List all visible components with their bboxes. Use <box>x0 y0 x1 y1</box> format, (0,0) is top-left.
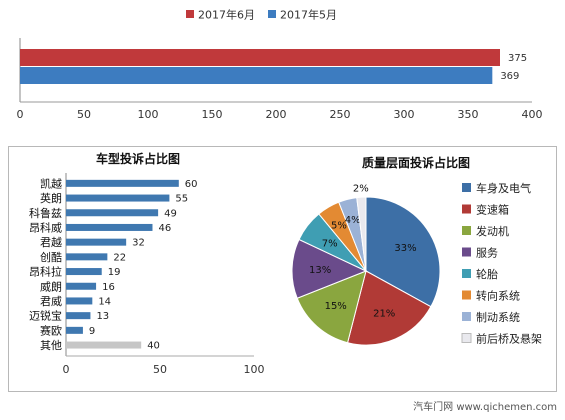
pie-slice-0 <box>365 196 441 308</box>
legend-label-1: 2017年5月 <box>280 8 337 22</box>
model-bar-6 <box>66 268 102 276</box>
model-label-3: 昂科威 <box>29 220 62 234</box>
model-chart-title: 车型投诉占比图 <box>96 151 180 166</box>
top-tick-7: 350 <box>458 108 479 121</box>
top-bar-value-1: 369 <box>500 71 519 82</box>
model-tick-2: 100 <box>244 363 265 376</box>
pie-legend-swatch-6 <box>462 312 471 321</box>
model-bar-4 <box>66 238 127 246</box>
top-tick-5: 250 <box>330 108 351 121</box>
model-value-11: 40 <box>147 341 160 352</box>
top-tick-2: 100 <box>138 108 159 121</box>
model-bar-9 <box>66 312 91 320</box>
legend-label-0: 2017年6月 <box>198 8 255 22</box>
pie-legend-swatch-1 <box>462 204 471 214</box>
top-tick-0: 0 <box>17 108 24 121</box>
pie-slice-2 <box>296 270 367 344</box>
pie-label-4: 7% <box>322 238 338 249</box>
model-tick-1: 50 <box>153 363 167 376</box>
model-value-1: 55 <box>175 194 188 205</box>
pie-legend-label-1: 变速箱 <box>476 203 509 217</box>
top-tick-6: 300 <box>394 108 415 121</box>
model-tick-0: 0 <box>63 363 70 376</box>
top-tick-1: 50 <box>77 108 91 121</box>
model-label-5: 创酷 <box>40 251 62 264</box>
pie-slice-7 <box>356 196 367 272</box>
pie-legend-swatch-2 <box>462 226 471 235</box>
model-label-7: 威朗 <box>40 280 62 293</box>
legend-swatch-0 <box>186 10 194 18</box>
pie-legend-label-4: 轮胎 <box>476 267 498 281</box>
top-bar-0 <box>20 49 500 66</box>
pie-label-1: 21% <box>373 309 395 320</box>
pie-slice-1 <box>346 270 432 346</box>
model-bar-7 <box>66 282 97 290</box>
model-label-4: 君越 <box>40 235 62 249</box>
pie-label-2: 15% <box>325 301 347 312</box>
pie-slice-3 <box>291 238 368 299</box>
pie-legend-swatch-4 <box>462 269 471 278</box>
pie-label-7: 2% <box>353 184 369 195</box>
pie-label-0: 33% <box>394 243 416 254</box>
model-label-11: 其他 <box>40 339 62 352</box>
pie-legend-swatch-3 <box>462 247 471 257</box>
model-label-8: 君威 <box>40 295 62 308</box>
pie-legend-swatch-7 <box>461 333 472 343</box>
pie-legend-label-3: 服务 <box>476 247 498 260</box>
pie-legend-swatch-0 <box>462 183 471 192</box>
model-value-7: 16 <box>102 282 115 293</box>
model-value-4: 32 <box>132 238 145 249</box>
model-label-0: 凯越 <box>40 176 62 190</box>
model-label-6: 昂科拉 <box>29 265 62 279</box>
pie-legend-label-6: 制动系统 <box>476 311 520 324</box>
model-value-5: 22 <box>113 252 126 263</box>
model-bar-0 <box>66 179 179 187</box>
model-label-9: 迈锐宝 <box>29 309 62 323</box>
pie-label-5: 5% <box>331 221 347 232</box>
pie-legend-label-0: 车身及电气 <box>476 181 531 195</box>
model-bar-1 <box>66 194 170 202</box>
model-value-10: 9 <box>89 326 95 337</box>
monthly-complaints-chart: 375 369 0 50 100 150 200 250 300 350 400 <box>17 38 543 121</box>
model-value-0: 60 <box>185 179 198 190</box>
top-tick-4: 200 <box>266 108 287 121</box>
model-label-1: 英朗 <box>40 191 62 205</box>
breakdown-panel <box>8 146 557 392</box>
top-tick-8: 400 <box>522 108 543 121</box>
pie-legend-label-7: 前后桥及悬架 <box>476 332 542 346</box>
model-label-10: 赛欧 <box>40 323 62 337</box>
model-bar-5 <box>66 253 108 261</box>
model-value-6: 19 <box>108 267 121 278</box>
model-label-2: 科鲁兹 <box>29 206 62 220</box>
watermark-credit: 汽车门网 www.qichemen.com <box>413 402 557 413</box>
model-value-3: 46 <box>158 223 171 234</box>
model-value-8: 14 <box>98 296 111 307</box>
legend-swatch-1 <box>268 10 276 18</box>
pie-legend-label-5: 转向系统 <box>476 289 520 303</box>
model-bar-2 <box>66 209 159 217</box>
top-bar-value-0: 375 <box>508 53 527 64</box>
model-bar-10 <box>66 326 83 334</box>
pie-label-6: 4% <box>345 215 361 226</box>
pie-label-3: 13% <box>309 265 331 276</box>
model-value-9: 13 <box>96 311 109 322</box>
model-value-2: 49 <box>164 208 177 219</box>
model-bar-11 <box>66 341 142 349</box>
model-bar-8 <box>66 297 93 305</box>
pie-chart-title: 质量层面投诉占比图 <box>362 155 470 170</box>
quality-complaints-pie: 质量层面投诉占比图 33% 21% 15% 13% 7% 5%4% 2% 车身及电气变速箱发动机… <box>291 155 542 346</box>
top-bar-1 <box>20 67 493 84</box>
pie-legend-swatch-5 <box>462 290 471 300</box>
top-tick-3: 150 <box>202 108 223 121</box>
pie-legend-label-2: 发动机 <box>476 224 509 238</box>
top-chart-legend: 2017年6月 2017年5月 <box>186 8 337 22</box>
model-bar-3 <box>66 223 153 231</box>
